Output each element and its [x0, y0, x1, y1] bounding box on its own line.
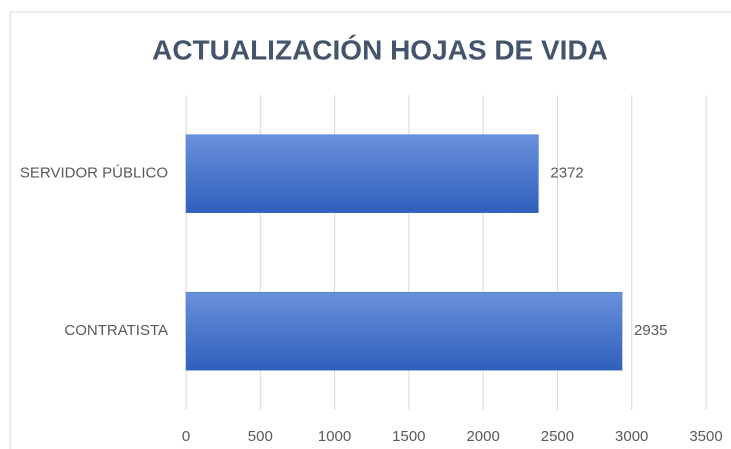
data-label: 2935: [634, 322, 667, 339]
x-tick-label: 500: [248, 428, 273, 445]
x-tick-label: 3000: [615, 428, 648, 445]
bar: [185, 292, 623, 371]
x-tick-label: 1000: [318, 428, 351, 445]
x-tick-label: 3500: [689, 428, 722, 445]
data-label: 2372: [550, 165, 583, 182]
y-tick-label: SERVIDOR PÚBLICO: [20, 165, 168, 182]
x-tick-label: 2000: [466, 428, 499, 445]
chart-border: [9, 11, 731, 449]
chart-title: ACTUALIZACIÓN HOJAS DE VIDA: [152, 34, 608, 65]
y-tick-label: CONTRATISTA: [64, 322, 168, 339]
x-tick-label: 1500: [392, 428, 425, 445]
bar: [185, 134, 539, 213]
x-tick-label: 2500: [541, 428, 574, 445]
x-tick-label: 0: [182, 428, 190, 445]
